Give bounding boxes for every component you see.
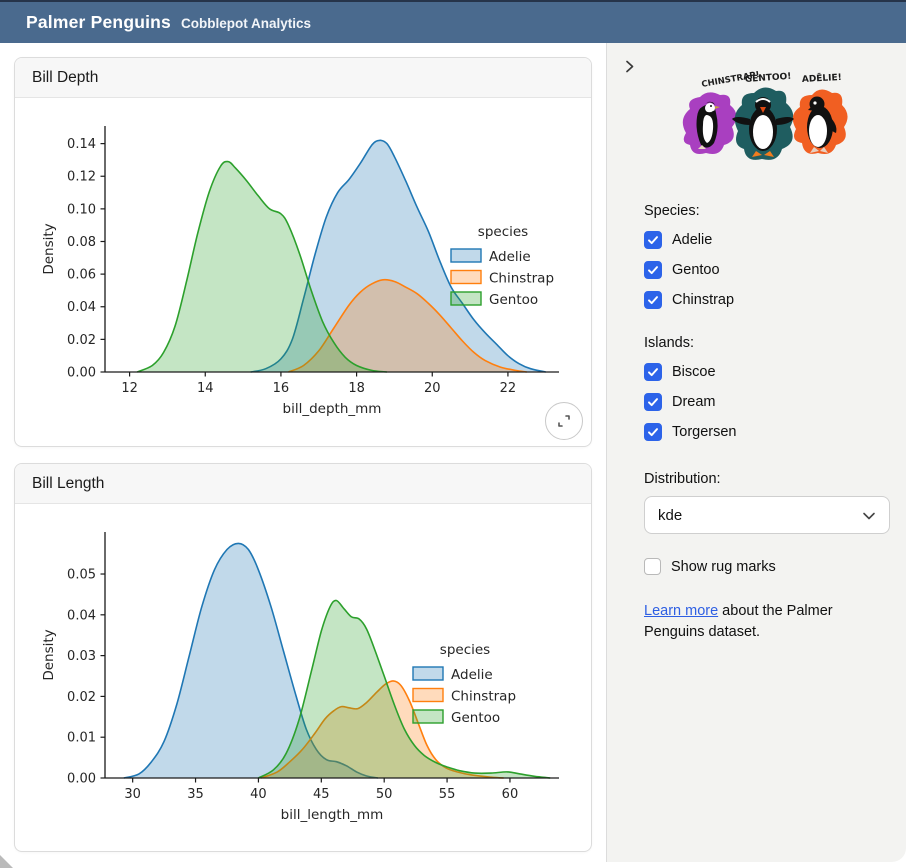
sidebar-collapse-button[interactable] (618, 55, 640, 77)
checkbox-species-chinstrap[interactable]: Chinstrap (644, 291, 888, 309)
svg-text:0.06: 0.06 (67, 268, 96, 283)
checkbox (644, 393, 662, 411)
card-bill-length-header: Bill Length (15, 464, 591, 504)
card-title: Bill Depth (32, 68, 99, 86)
svg-text:Adelie: Adelie (451, 667, 493, 683)
check-icon (648, 428, 658, 437)
main-content: Bill Depth 12 14 16 18 20 22 0.00 0.02 0.04 0.06 0… (0, 43, 606, 868)
svg-text:Chinstrap: Chinstrap (451, 689, 516, 705)
chevron-right-icon (625, 60, 633, 72)
svg-text:0.03: 0.03 (67, 649, 96, 664)
app-subtitle: Cobblepot Analytics (181, 16, 312, 31)
svg-text:0.14: 0.14 (67, 137, 96, 152)
checkbox-label: Biscoe (672, 364, 716, 380)
penguin-artwork: CHINSTRAP! GENTOO! ADĒLIE! (682, 71, 848, 160)
svg-text:0.12: 0.12 (67, 170, 96, 185)
svg-text:55: 55 (439, 787, 456, 802)
checkbox-island-biscoe[interactable]: Biscoe (644, 363, 888, 381)
check-icon (648, 266, 658, 275)
svg-text:14: 14 (197, 381, 214, 396)
svg-text:45: 45 (313, 787, 330, 802)
checkbox (644, 231, 662, 249)
svg-text:22: 22 (500, 381, 517, 396)
learn-more-text: Learn more about the Palmer Penguins dat… (644, 601, 878, 643)
svg-text:20: 20 (424, 381, 441, 396)
checkbox (644, 363, 662, 381)
check-icon (648, 398, 658, 407)
svg-text:species: species (440, 642, 490, 658)
checkbox-island-dream[interactable]: Dream (644, 393, 888, 411)
svg-text:16: 16 (273, 381, 290, 396)
card-bill-depth-header: Bill Depth (15, 58, 591, 98)
card-title: Bill Length (32, 474, 105, 492)
svg-text:0.00: 0.00 (67, 366, 96, 381)
svg-text:30: 30 (124, 787, 141, 802)
checkbox-label: Gentoo (672, 262, 720, 278)
svg-text:50: 50 (376, 787, 393, 802)
species-group-label: Species: (644, 203, 700, 219)
chevron-down-icon (863, 512, 875, 520)
app-header: Palmer Penguins Cobblepot Analytics (0, 0, 906, 43)
card-bill-depth-body: 12 14 16 18 20 22 0.00 0.02 0.04 0.06 0.08 0.10 0.12… (15, 98, 591, 446)
svg-text:0.02: 0.02 (67, 690, 96, 705)
checkbox (644, 423, 662, 441)
svg-text:0.08: 0.08 (67, 235, 96, 250)
svg-text:0.01: 0.01 (67, 731, 96, 746)
checkbox (644, 261, 662, 279)
svg-text:0.04: 0.04 (67, 608, 96, 623)
window-resize-corner (0, 855, 13, 868)
art-label-gentoo: GENTOO! (745, 72, 792, 85)
svg-text:Density: Density (41, 629, 57, 680)
checkbox-label: Show rug marks (671, 558, 776, 575)
checkbox-label: Dream (672, 394, 716, 410)
learn-more-link[interactable]: Learn more (644, 603, 719, 619)
art-label-adelie: ADĒLIE! (802, 72, 842, 85)
checkbox (644, 558, 661, 575)
checkbox-species-adelie[interactable]: Adelie (644, 231, 888, 249)
svg-text:0.02: 0.02 (67, 333, 96, 348)
svg-text:Gentoo: Gentoo (451, 710, 500, 726)
checkbox-show-rug-marks[interactable]: Show rug marks (644, 558, 888, 575)
check-icon (648, 296, 658, 305)
distribution-select-value: kde (658, 506, 683, 524)
checkbox-label: Chinstrap (672, 292, 735, 308)
svg-text:60: 60 (502, 787, 519, 802)
check-icon (648, 236, 658, 245)
islands-group-label: Islands: (644, 335, 694, 351)
checkbox-species-gentoo[interactable]: Gentoo (644, 261, 888, 279)
checkbox-label: Adelie (672, 232, 713, 248)
svg-text:species: species (478, 224, 528, 240)
checkbox (644, 291, 662, 309)
checkbox-island-torgersen[interactable]: Torgersen (644, 423, 888, 441)
svg-text:0.05: 0.05 (67, 568, 96, 583)
svg-text:Chinstrap: Chinstrap (489, 271, 554, 287)
fullscreen-button[interactable] (545, 402, 583, 440)
svg-text:0.00: 0.00 (67, 772, 96, 787)
distribution-label: Distribution: (644, 471, 721, 487)
card-bill-length-body: 30 35 40 45 50 55 60 0.00 0.01 0.02 0.03 0.04 0.05 bi… (15, 504, 591, 851)
bill-depth-kde-plot: 12 14 16 18 20 22 0.00 0.02 0.04 0.06 0.08 0.10 0.12… (41, 126, 559, 417)
svg-text:bill_length_mm: bill_length_mm (281, 807, 384, 823)
svg-text:Adelie: Adelie (489, 249, 531, 265)
bill-length-kde-plot: 30 35 40 45 50 55 60 0.00 0.01 0.02 0.03 0.04 0.05 bi… (41, 532, 559, 823)
svg-text:Gentoo: Gentoo (489, 292, 538, 308)
svg-text:bill_depth_mm: bill_depth_mm (283, 401, 382, 417)
card-bill-length: Bill Length 30 35 40 45 50 55 60 0.00 0.01 0.02 0.… (14, 463, 592, 852)
learn-more-rest: about the Palmer Penguins dataset. (644, 603, 833, 641)
svg-text:18: 18 (348, 381, 365, 396)
svg-text:12: 12 (121, 381, 138, 396)
distribution-select[interactable]: kde (644, 496, 890, 534)
expand-icon (558, 415, 570, 427)
svg-text:40: 40 (250, 787, 267, 802)
svg-text:0.04: 0.04 (67, 300, 96, 315)
svg-text:35: 35 (187, 787, 204, 802)
sidebar: CHINSTRAP! GENTOO! ADĒLIE! Species: Adel… (606, 43, 906, 862)
check-icon (648, 368, 658, 377)
app-title: Palmer Penguins (26, 12, 171, 32)
card-bill-depth: Bill Depth 12 14 16 18 20 22 0.00 0.02 0.04 0.06 0… (14, 57, 592, 447)
checkbox-label: Torgersen (672, 424, 737, 440)
svg-text:Density: Density (41, 223, 57, 274)
svg-text:0.10: 0.10 (67, 202, 96, 217)
